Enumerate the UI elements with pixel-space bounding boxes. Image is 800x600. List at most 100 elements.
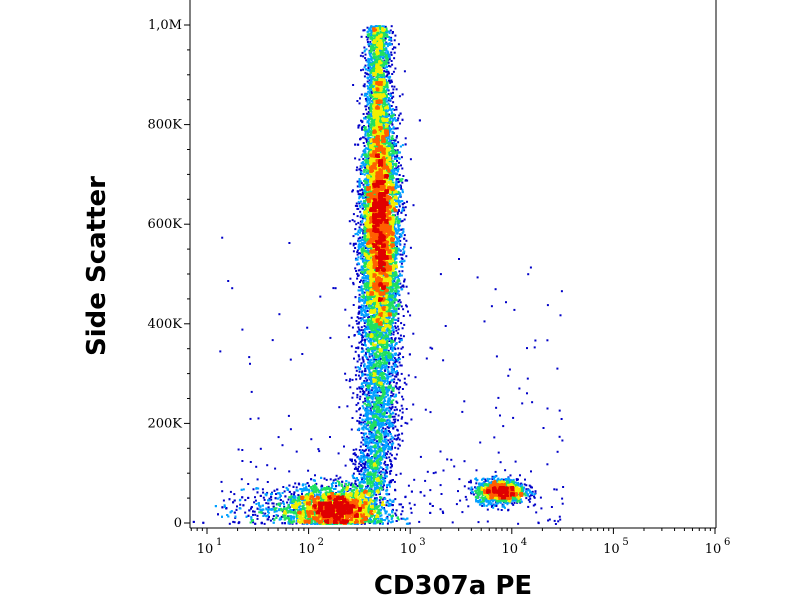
scatter-point xyxy=(373,58,376,61)
scatter-point xyxy=(389,403,392,406)
scatter-point xyxy=(222,499,225,502)
scatter-point xyxy=(362,385,365,388)
scatter-point xyxy=(390,464,393,467)
scatter-point xyxy=(382,402,385,405)
scatter-point xyxy=(394,325,397,328)
scatter-point xyxy=(360,229,362,232)
scatter-point xyxy=(325,478,328,481)
scatter-point xyxy=(395,375,398,378)
scatter-point xyxy=(386,467,389,470)
scatter-point xyxy=(273,489,276,492)
scatter-point xyxy=(370,113,373,116)
scatter-point xyxy=(252,521,255,524)
scatter-point xyxy=(372,97,375,100)
scatter-point xyxy=(371,396,374,399)
scatter-point xyxy=(254,513,257,516)
scatter-point xyxy=(396,135,398,138)
scatter-point xyxy=(370,84,373,87)
scatter-point xyxy=(261,509,264,512)
scatter-point xyxy=(393,85,396,88)
scatter-point xyxy=(202,521,205,524)
scatter-point xyxy=(389,452,392,455)
scatter-point xyxy=(475,477,478,480)
scatter-point xyxy=(391,312,394,315)
scatter-point xyxy=(370,412,373,415)
scatter-point xyxy=(301,493,303,495)
scatter-point xyxy=(364,277,367,279)
scatter-point xyxy=(358,473,361,475)
scatter-point xyxy=(397,181,400,184)
scatter-point xyxy=(393,415,396,418)
scatter-point xyxy=(287,522,290,525)
scatter-point xyxy=(368,316,371,318)
scatter-point xyxy=(505,479,507,482)
scatter-point xyxy=(387,402,390,405)
scatter-point xyxy=(379,357,382,360)
scatter-point xyxy=(390,379,393,382)
scatter-point xyxy=(401,346,404,349)
scatter-point xyxy=(394,363,396,365)
scatter-point xyxy=(397,218,400,221)
scatter-point xyxy=(388,56,391,59)
scatter-point xyxy=(358,197,361,200)
scatter-point xyxy=(361,331,364,334)
scatter-point xyxy=(357,229,360,232)
scatter-point xyxy=(398,242,401,245)
scatter-point xyxy=(391,85,394,88)
scatter-point xyxy=(376,334,379,337)
scatter-point xyxy=(394,46,397,49)
scatter-point xyxy=(408,502,411,505)
scatter-point xyxy=(375,360,378,363)
scatter-point xyxy=(499,501,502,504)
scatter-point xyxy=(368,58,371,61)
scatter-point xyxy=(374,444,377,447)
scatter-point xyxy=(392,132,395,135)
scatter-point xyxy=(307,489,310,491)
scatter-point xyxy=(396,149,399,152)
scatter-point xyxy=(396,239,399,242)
scatter-point xyxy=(223,504,226,507)
scatter-point xyxy=(357,317,360,320)
scatter-point xyxy=(367,466,370,469)
scatter-point xyxy=(267,515,270,518)
scatter-point xyxy=(391,73,394,75)
scatter-point xyxy=(367,409,370,412)
scatter-point xyxy=(400,164,402,167)
scatter-point xyxy=(377,54,380,57)
scatter-point xyxy=(527,488,530,491)
scatter-point xyxy=(354,228,357,231)
scatter-point xyxy=(357,233,360,236)
scatter-point xyxy=(470,487,473,490)
scatter-point xyxy=(341,480,344,483)
scatter-point xyxy=(401,232,404,234)
scatter-point xyxy=(398,438,401,441)
scatter-point xyxy=(358,179,361,182)
scatter-point xyxy=(402,398,405,401)
scatter-point xyxy=(254,522,257,525)
scatter-point xyxy=(357,306,360,309)
scatter-point xyxy=(372,361,375,364)
scatter-point xyxy=(386,522,389,525)
scatter-point xyxy=(350,522,353,525)
scatter-point xyxy=(353,468,356,470)
scatter-point xyxy=(382,482,385,485)
scatter-point xyxy=(221,236,224,239)
scatter-point xyxy=(390,435,393,438)
scatter-point xyxy=(378,395,381,397)
scatter-point xyxy=(372,445,375,448)
scatter-point xyxy=(379,329,382,332)
scatter-point xyxy=(390,173,393,176)
scatter-point xyxy=(431,505,434,507)
scatter-point xyxy=(361,419,364,421)
scatter-point xyxy=(394,326,397,329)
scatter-point xyxy=(276,503,279,506)
scatter-point xyxy=(440,493,443,495)
scatter-point xyxy=(396,437,399,440)
scatter-point xyxy=(262,508,265,511)
scatter-point xyxy=(284,495,287,498)
scatter-point xyxy=(289,515,292,517)
scatter-point xyxy=(345,480,348,482)
scatter-point xyxy=(321,485,324,488)
scatter-point xyxy=(357,333,360,335)
scatter-point xyxy=(375,442,378,445)
